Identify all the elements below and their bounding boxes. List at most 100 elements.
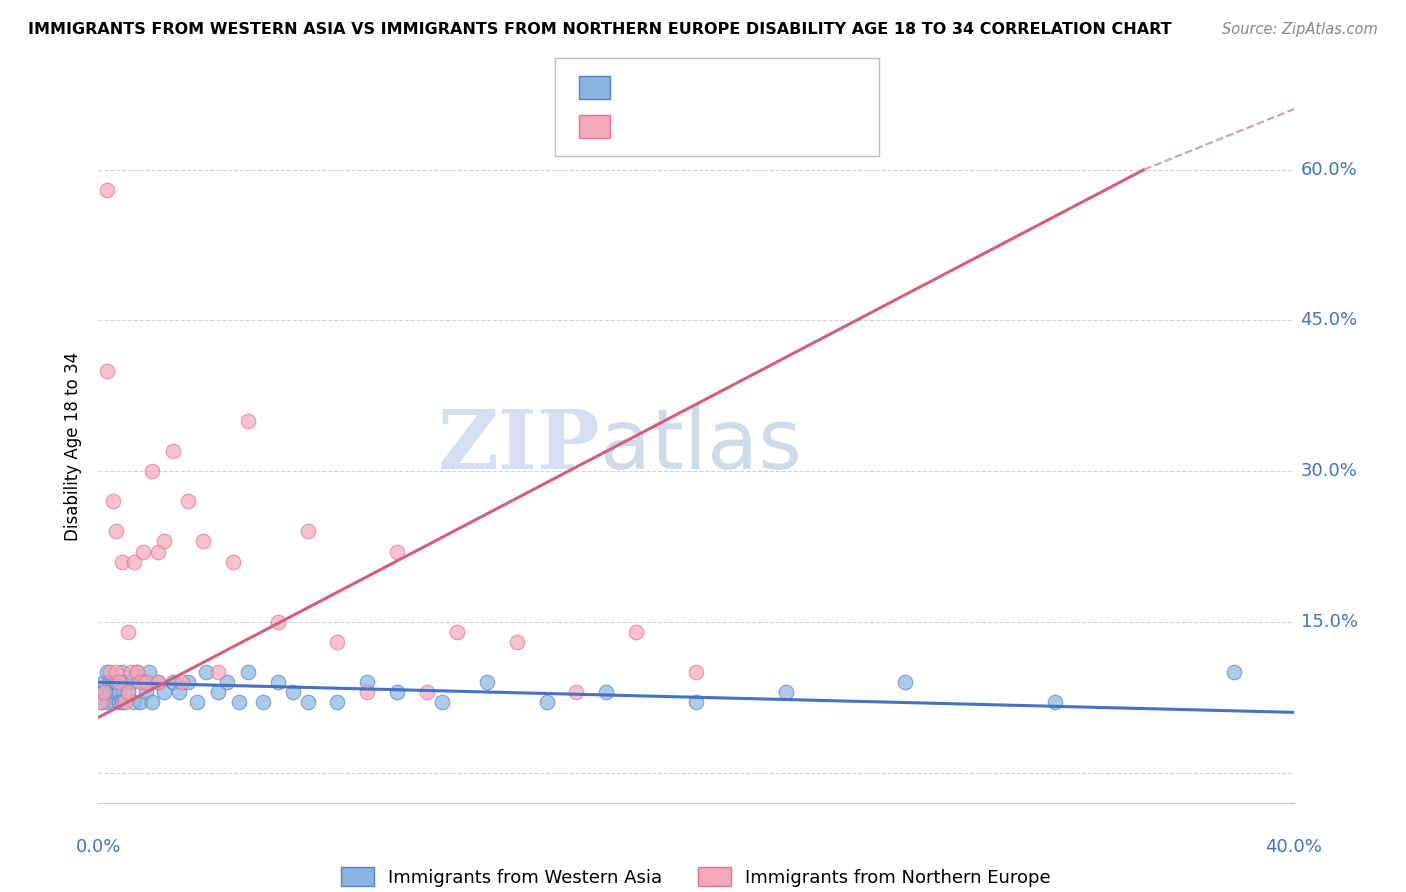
Point [141, 464, 163, 478]
Point [103, 494, 125, 508]
Point [186, 695, 208, 709]
Point [267, 615, 290, 629]
Point [162, 675, 184, 690]
Point [129, 675, 152, 690]
Point [326, 635, 349, 649]
Point [236, 414, 259, 428]
Point [624, 624, 647, 639]
Point [96, 665, 118, 680]
Point [93, 685, 115, 699]
Point [132, 675, 155, 690]
Point [297, 524, 319, 539]
Text: ZIP: ZIP [437, 406, 600, 486]
Point [177, 675, 200, 690]
Point [114, 695, 136, 709]
Point [446, 624, 468, 639]
Point [153, 685, 176, 699]
Point [207, 665, 229, 680]
Point [228, 695, 250, 709]
Point [127, 665, 149, 680]
Point [595, 685, 617, 699]
Point [506, 635, 529, 649]
Text: 40.0%: 40.0% [1265, 838, 1322, 856]
Point [167, 685, 190, 699]
Point [135, 675, 157, 690]
Point [148, 544, 170, 558]
Point [117, 685, 139, 699]
Text: 30.0%: 30.0% [1301, 462, 1357, 480]
Point [215, 675, 238, 690]
Y-axis label: Disability Age 18 to 34: Disability Age 18 to 34 [65, 351, 83, 541]
Legend: Immigrants from Western Asia, Immigrants from Northern Europe: Immigrants from Western Asia, Immigrants… [342, 867, 1050, 887]
Point [385, 544, 409, 558]
Point [114, 675, 136, 690]
Point [90, 695, 112, 709]
Point [172, 675, 194, 690]
Point [536, 695, 558, 709]
Text: 0.0%: 0.0% [76, 838, 121, 856]
Point [385, 685, 409, 699]
Text: 45.0%: 45.0% [1301, 311, 1358, 329]
Point [132, 544, 155, 558]
Point [356, 675, 378, 690]
Point [148, 675, 170, 690]
Point [207, 685, 229, 699]
Point [98, 685, 122, 699]
Point [111, 695, 134, 709]
Point [775, 685, 797, 699]
Point [96, 183, 118, 197]
Point [127, 665, 149, 680]
Point [124, 555, 146, 569]
Text: R = -0.241   N = 53: R = -0.241 N = 53 [619, 78, 796, 96]
Point [90, 695, 112, 709]
Point [416, 685, 439, 699]
Point [1223, 665, 1246, 680]
Point [194, 665, 218, 680]
Text: IMMIGRANTS FROM WESTERN ASIA VS IMMIGRANTS FROM NORTHERN EUROPE DISABILITY AGE 1: IMMIGRANTS FROM WESTERN ASIA VS IMMIGRAN… [28, 22, 1171, 37]
Point [1043, 695, 1066, 709]
Point [148, 675, 170, 690]
Point [117, 685, 139, 699]
Point [222, 555, 245, 569]
Point [98, 665, 122, 680]
Text: atlas: atlas [600, 406, 801, 486]
Point [103, 695, 125, 709]
Point [685, 665, 707, 680]
Point [135, 685, 157, 699]
Point [297, 695, 319, 709]
Point [96, 363, 118, 377]
Point [108, 685, 131, 699]
Point [894, 675, 917, 690]
Point [105, 675, 128, 690]
Point [326, 695, 349, 709]
Point [108, 695, 131, 709]
Text: 15.0%: 15.0% [1301, 613, 1358, 631]
Point [103, 675, 125, 690]
Point [162, 444, 184, 458]
Point [90, 685, 112, 699]
Text: R =  0.358   N = 41: R = 0.358 N = 41 [619, 118, 794, 136]
Point [138, 665, 160, 680]
Point [108, 675, 131, 690]
Point [98, 675, 122, 690]
Point [252, 695, 274, 709]
Point [120, 675, 142, 690]
Point [141, 695, 163, 709]
Point [267, 675, 290, 690]
Point [236, 665, 259, 680]
Point [685, 695, 707, 709]
Point [111, 665, 134, 680]
Text: 60.0%: 60.0% [1301, 161, 1357, 178]
Point [96, 695, 118, 709]
Point [129, 695, 152, 709]
Point [430, 695, 453, 709]
Point [153, 534, 176, 549]
Point [105, 524, 128, 539]
Text: Source: ZipAtlas.com: Source: ZipAtlas.com [1222, 22, 1378, 37]
Point [93, 685, 115, 699]
Point [356, 685, 378, 699]
Point [191, 534, 214, 549]
Point [475, 675, 498, 690]
Point [177, 494, 200, 508]
Point [105, 665, 128, 680]
